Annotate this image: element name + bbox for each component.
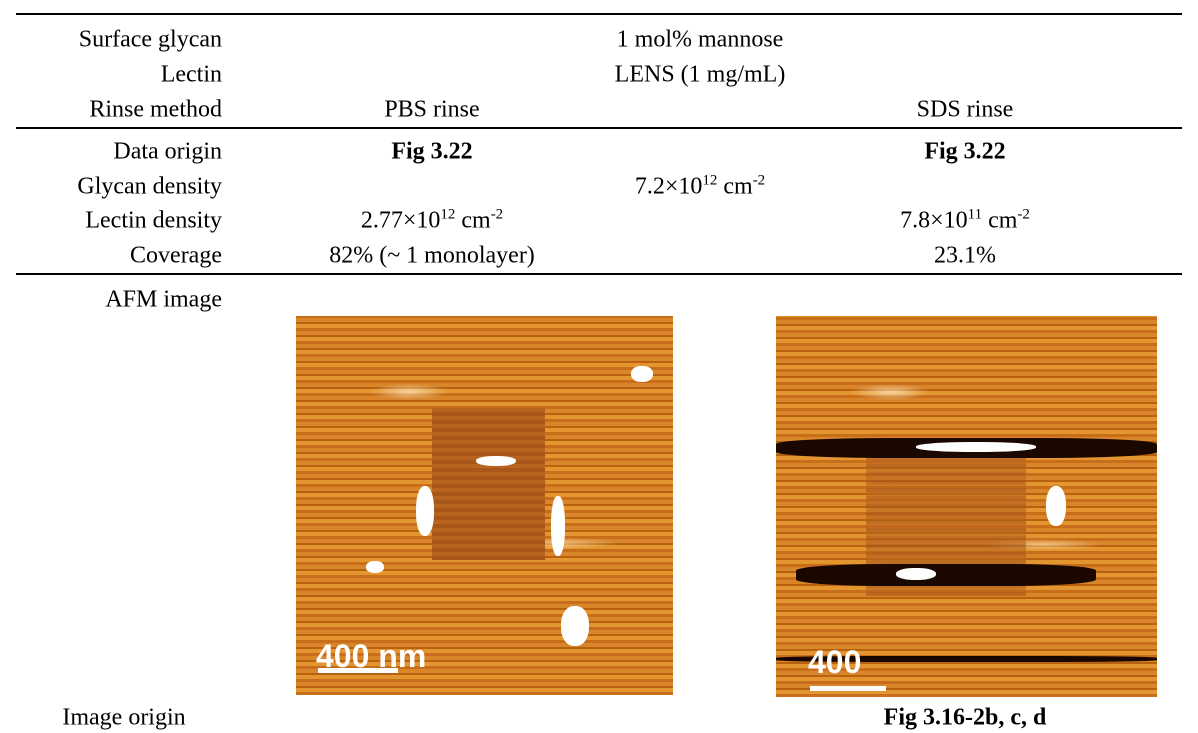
row-label: Coverage bbox=[130, 242, 222, 269]
exponent: -2 bbox=[1017, 206, 1030, 223]
row-label: Rinse method bbox=[89, 96, 222, 123]
cell: PBS rinse bbox=[384, 96, 480, 123]
texture bbox=[776, 656, 1157, 662]
cell-text: 2.77×10 bbox=[360, 207, 441, 234]
scale-bar bbox=[810, 686, 886, 691]
cell: 82% (~ 1 monolayer) bbox=[329, 242, 535, 269]
cell: 2.77×1012 cm-2 bbox=[360, 206, 504, 235]
exponent: 11 bbox=[967, 206, 983, 223]
cell: LENS (1 mg/mL) bbox=[614, 61, 786, 88]
scale-bar bbox=[318, 668, 398, 673]
texture bbox=[561, 606, 589, 646]
unit: cm bbox=[461, 207, 491, 234]
texture bbox=[432, 408, 545, 560]
rule bbox=[16, 273, 1182, 275]
exponent: 12 bbox=[440, 206, 456, 223]
cell: 1 mol% mannose bbox=[616, 26, 784, 53]
row-label: Image origin bbox=[62, 704, 186, 731]
row-label: Lectin density bbox=[85, 207, 222, 234]
cell: 23.1% bbox=[934, 242, 996, 269]
texture bbox=[416, 486, 434, 536]
cell: Fig 3.16-2b, c, d bbox=[883, 704, 1047, 731]
row-label: Data origin bbox=[113, 138, 222, 165]
cell: Fig 3.22 bbox=[924, 138, 1006, 165]
cell-text: 7.2×10 bbox=[634, 173, 703, 200]
afm-image: 400 bbox=[776, 316, 1157, 697]
cell: Fig 3.22 bbox=[391, 138, 473, 165]
row-label: Surface glycan bbox=[78, 26, 222, 53]
texture bbox=[916, 442, 1036, 452]
exponent: -2 bbox=[490, 206, 504, 223]
unit: cm bbox=[988, 207, 1018, 234]
rule bbox=[16, 127, 1182, 129]
row-label: AFM image bbox=[105, 286, 222, 313]
row-label: Lectin bbox=[160, 61, 222, 88]
cell: SDS rinse bbox=[916, 96, 1014, 123]
exponent: 12 bbox=[702, 172, 718, 189]
cell: 7.2×1012 cm-2 bbox=[634, 172, 766, 201]
texture bbox=[366, 561, 384, 573]
rule bbox=[16, 13, 1182, 15]
texture bbox=[896, 568, 936, 580]
cell: 7.8×1011 cm-2 bbox=[900, 206, 1030, 235]
exponent: -2 bbox=[752, 172, 766, 189]
texture bbox=[1046, 486, 1066, 526]
texture bbox=[631, 366, 653, 382]
unit: cm bbox=[723, 173, 753, 200]
texture bbox=[476, 456, 516, 466]
texture bbox=[551, 496, 565, 556]
afm-image: 400 nm bbox=[296, 316, 673, 695]
scale-label: 400 bbox=[808, 644, 862, 680]
texture bbox=[796, 564, 1096, 586]
row-label: Glycan density bbox=[77, 173, 222, 200]
cell-text: 7.8×10 bbox=[900, 207, 968, 234]
